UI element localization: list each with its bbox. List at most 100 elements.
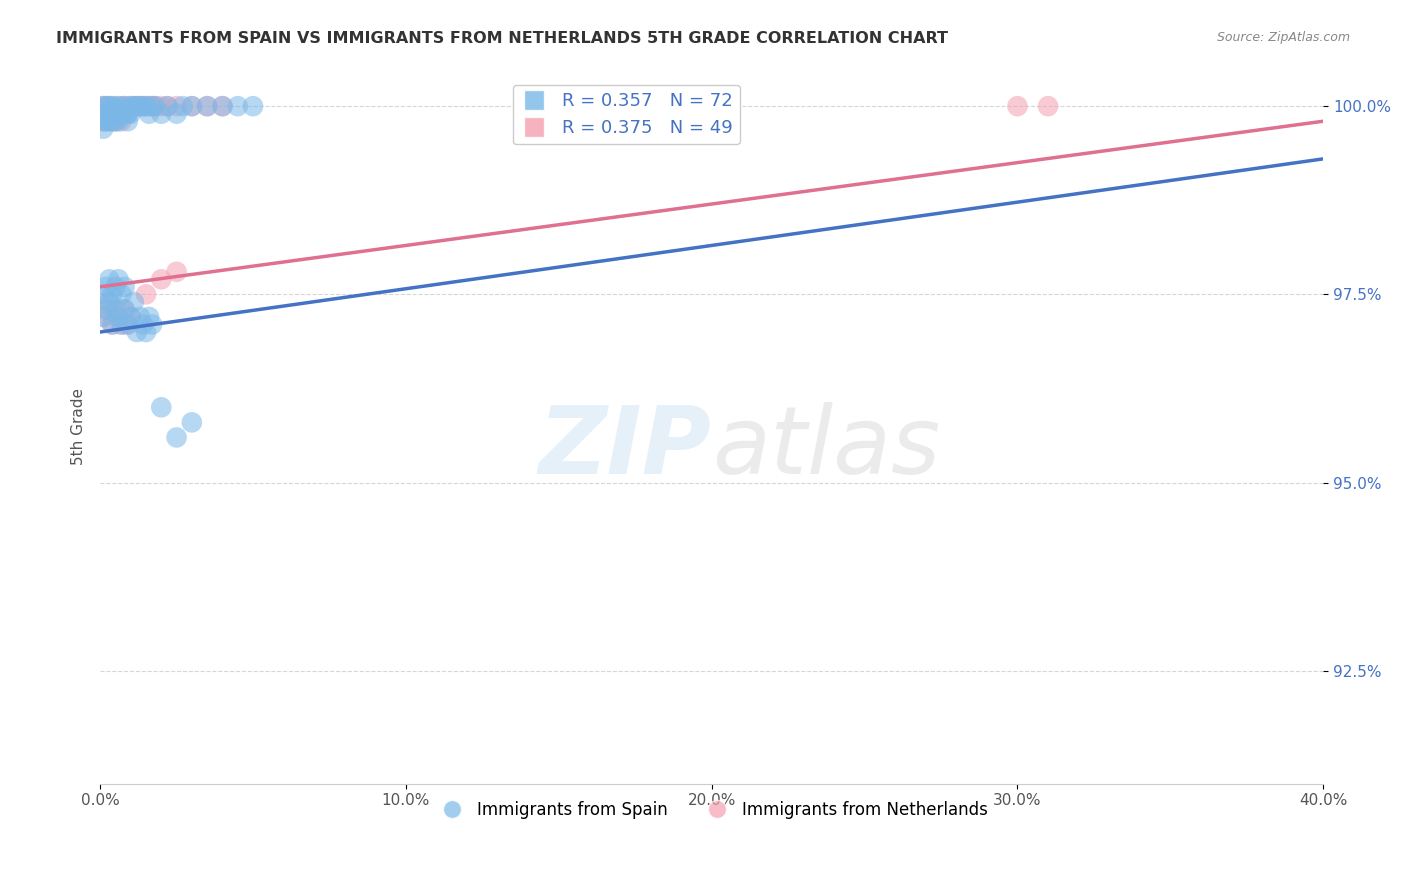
Point (104, 106, 127, 120)
Point (101, 99, 124, 113)
Point (104, 99, 127, 113)
Point (143, 99, 166, 113)
Point (122, 99, 145, 113)
Point (91, 99, 114, 113)
Text: ZIP: ZIP (538, 401, 711, 493)
Point (180, 416, 202, 430)
Point (96, 106, 118, 120)
Point (104, 114, 127, 128)
Point (117, 114, 139, 128)
Point (110, 99, 132, 113)
Point (107, 114, 129, 128)
Point (96, 114, 118, 128)
Point (96, 106, 118, 120)
Point (98, 294, 121, 309)
Point (110, 318, 132, 332)
Point (141, 99, 163, 113)
Point (101, 287, 124, 301)
Point (128, 99, 150, 113)
Point (91, 114, 114, 128)
Point (96, 99, 118, 113)
Point (98, 99, 121, 113)
Point (96, 99, 118, 113)
Point (101, 114, 124, 128)
Point (98, 272, 121, 286)
Y-axis label: 5th Grade: 5th Grade (72, 388, 86, 465)
Point (166, 99, 188, 113)
Point (150, 106, 173, 120)
Point (143, 99, 166, 113)
Point (96, 302, 118, 317)
Point (1007, 99, 1029, 113)
Point (110, 287, 132, 301)
Point (98, 106, 121, 120)
Point (117, 106, 139, 120)
Point (91, 99, 114, 113)
Point (96, 280, 118, 294)
Point (110, 114, 132, 128)
Point (104, 302, 127, 317)
Point (166, 430, 188, 444)
Point (120, 310, 142, 324)
Point (125, 99, 148, 113)
Point (117, 106, 139, 120)
Point (135, 325, 157, 339)
Point (91, 121, 114, 136)
Point (211, 99, 233, 113)
Point (110, 106, 132, 120)
Point (107, 106, 129, 120)
Point (91, 310, 114, 324)
Point (107, 310, 129, 324)
Point (114, 302, 136, 317)
Point (104, 106, 127, 120)
Point (114, 106, 136, 120)
Point (110, 318, 132, 332)
Point (120, 310, 142, 324)
Point (104, 302, 127, 317)
Point (211, 99, 233, 113)
Point (125, 99, 148, 113)
Point (138, 106, 160, 120)
Point (135, 99, 157, 113)
Point (117, 318, 139, 332)
Point (91, 310, 114, 324)
Point (242, 99, 264, 113)
Point (107, 310, 129, 324)
Point (132, 99, 155, 113)
Legend: Immigrants from Spain, Immigrants from Netherlands: Immigrants from Spain, Immigrants from N… (429, 794, 995, 825)
Point (98, 114, 121, 128)
Point (122, 294, 145, 309)
Point (98, 294, 121, 309)
Point (101, 318, 124, 332)
Point (195, 99, 218, 113)
Point (107, 99, 129, 113)
Point (195, 99, 218, 113)
Point (107, 106, 129, 120)
Point (98, 106, 121, 120)
Point (104, 114, 127, 128)
Point (101, 318, 124, 332)
Point (110, 106, 132, 120)
Point (91, 114, 114, 128)
Point (172, 99, 194, 113)
Point (180, 99, 202, 113)
Point (150, 401, 173, 415)
Point (98, 99, 121, 113)
Point (156, 99, 179, 113)
Point (135, 99, 157, 113)
Point (125, 325, 148, 339)
Point (104, 280, 127, 294)
Point (101, 106, 124, 120)
Point (114, 99, 136, 113)
Text: IMMIGRANTS FROM SPAIN VS IMMIGRANTS FROM NETHERLANDS 5TH GRADE CORRELATION CHART: IMMIGRANTS FROM SPAIN VS IMMIGRANTS FROM… (56, 31, 948, 46)
Point (122, 99, 145, 113)
Text: atlas: atlas (711, 402, 941, 493)
Point (226, 99, 249, 113)
Point (101, 114, 124, 128)
Point (138, 99, 160, 113)
Text: Source: ZipAtlas.com: Source: ZipAtlas.com (1216, 31, 1350, 45)
Point (156, 99, 179, 113)
Point (114, 106, 136, 120)
Point (114, 99, 136, 113)
Point (114, 302, 136, 317)
